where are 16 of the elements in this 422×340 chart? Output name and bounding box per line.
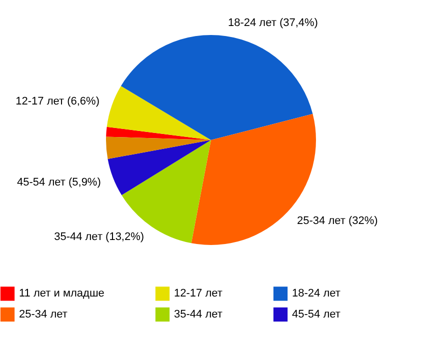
data-label: 25-34 лет (32%) — [297, 214, 378, 227]
pie-slice — [106, 86, 211, 140]
data-label: 45-54 лет (5,9%) — [17, 176, 101, 188]
legend-label: 45-54 лет — [292, 308, 340, 320]
legend-label: 12-17 лет — [174, 288, 222, 300]
legend-label: 35-44 лет — [174, 308, 222, 320]
pie-slice — [108, 140, 211, 196]
legend-label: 25-34 лет — [19, 308, 68, 320]
legend-label: 18-24 лет — [292, 288, 340, 300]
data-label: 12-17 лет (6,6%) — [16, 95, 100, 108]
pie-slice — [120, 35, 313, 140]
data-label: 18-24 лет (37,4%) — [228, 17, 318, 30]
pie-slice — [106, 136, 211, 160]
pie-slice — [106, 126, 211, 140]
legend-label: 11 лет и младше — [19, 288, 104, 300]
data-label: 35-44 лет (13,2%) — [54, 231, 144, 244]
